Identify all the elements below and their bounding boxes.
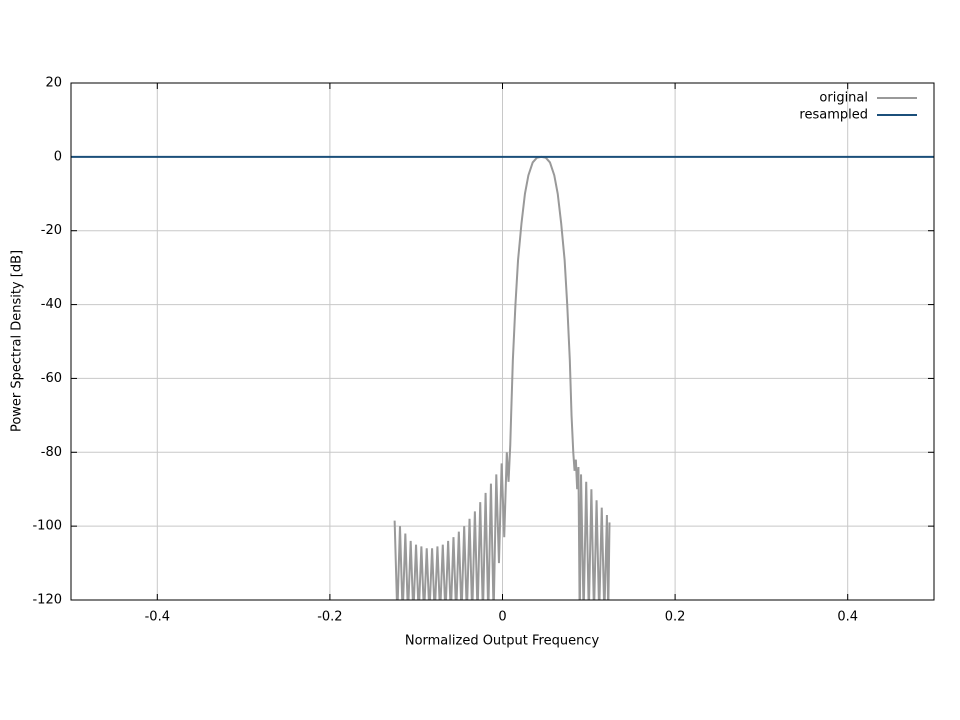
y-tick-label: 0 xyxy=(54,149,62,164)
y-tick-label: -120 xyxy=(32,593,62,608)
x-tick-label: 0 xyxy=(498,610,506,625)
x-tick-label: 0.4 xyxy=(837,610,858,625)
x-tick-label: -0.2 xyxy=(317,610,342,625)
y-tick-label: -100 xyxy=(32,519,62,534)
x-axis-label: Normalized Output Frequency xyxy=(405,634,600,649)
line-series xyxy=(393,155,611,600)
x-tick-label: 0.2 xyxy=(665,610,686,625)
y-tick-label: 20 xyxy=(45,76,62,91)
y-tick-label: -60 xyxy=(41,371,62,386)
y-tick-label: -20 xyxy=(41,223,62,238)
y-axis-label: Power Spectral Density [dB] xyxy=(10,250,25,432)
y-tick-label: -40 xyxy=(41,297,62,312)
y-tick-label: -80 xyxy=(41,445,62,460)
legend-label: original xyxy=(819,91,868,106)
x-tick-label: -0.4 xyxy=(145,610,170,625)
plot-border xyxy=(70,82,935,601)
legend-label: resampled xyxy=(799,108,868,123)
